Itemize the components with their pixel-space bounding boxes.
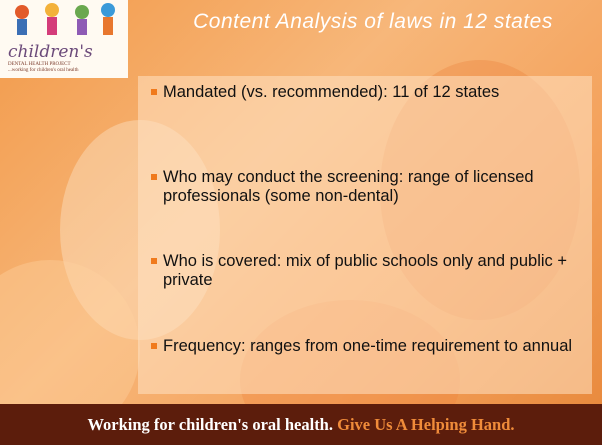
bullet: Who may conduct the screening: range of …	[163, 168, 583, 206]
bullet: Mandated (vs. recommended): 11 of 12 sta…	[163, 83, 583, 102]
logo-figures	[0, 0, 128, 42]
logo-name: children's	[8, 42, 123, 62]
footer: Working for children's oral health. Give…	[0, 404, 602, 445]
logo: children's DENTAL HEALTH PROJECT ...work…	[0, 0, 128, 78]
content-box: Mandated (vs. recommended): 11 of 12 sta…	[138, 76, 592, 394]
slide: children's DENTAL HEALTH PROJECT ...work…	[0, 0, 602, 445]
logo-tagline: ...working for children's oral health	[8, 68, 126, 74]
bullet: Who is covered: mix of public schools on…	[163, 252, 583, 290]
footer-highlight: Give Us A Helping Hand.	[337, 415, 514, 434]
slide-title: Content Analysis of laws in 12 states	[148, 10, 598, 33]
bullet: Frequency: ranges from one-time requirem…	[163, 337, 583, 356]
logo-text: DENTAL HEALTH PROJECT ...working for chi…	[8, 62, 126, 74]
footer-text: Working for children's oral health.	[87, 415, 333, 434]
